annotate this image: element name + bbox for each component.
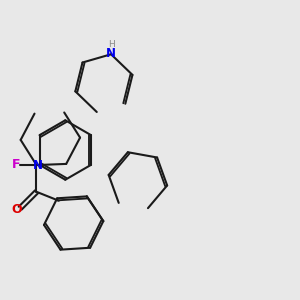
Text: N: N <box>106 47 116 60</box>
Text: H: H <box>108 40 114 49</box>
Text: F: F <box>11 158 20 171</box>
Text: O: O <box>12 203 22 216</box>
Text: N: N <box>33 159 43 172</box>
